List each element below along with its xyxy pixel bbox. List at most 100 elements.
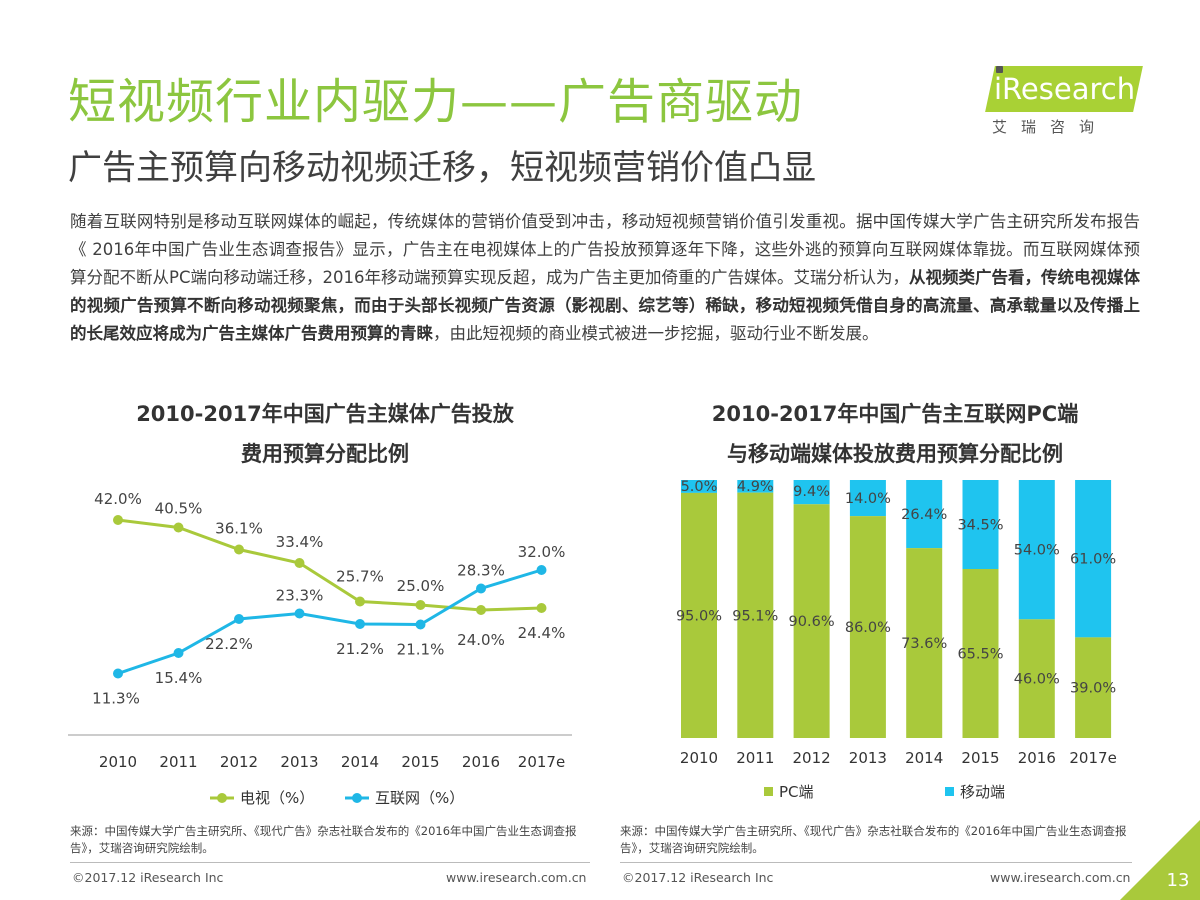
bar-label-mobile-2015: 34.5% (957, 518, 1003, 534)
page-corner-shape (1120, 820, 1200, 900)
logo-chinese: 艾瑞咨询 (992, 118, 1109, 136)
line-data-label-s1-2016: 24.0% (457, 631, 505, 649)
paragraph-part-1: 随着互联网特别是移动互联网媒体的崛起，传统媒体的营销价值受到冲击，移动短视频营销… (70, 212, 1140, 287)
bar-pc-2011 (737, 492, 774, 738)
line-point-s1-2017e (536, 603, 547, 613)
x-tick-label-2016: 2016 (462, 753, 500, 771)
line-data-label-s2-2014: 21.2% (336, 640, 384, 658)
line-series-2 (117, 568, 542, 675)
source-note-left: 来源：中国传媒大学广告主研究所、《现代广告》杂志社联合发布的《2016年中国广告… (70, 824, 577, 855)
bar-mobile-2017e (1075, 480, 1112, 638)
bar-legend-label-1: PC端 (779, 783, 814, 801)
source-note-right: 来源：中国传媒大学广告主研究所、《现代广告》杂志社联合发布的《2016年中国广告… (620, 824, 1127, 855)
x-tick-label-2015: 2015 (401, 753, 439, 771)
line-data-label-s2-2010: 11.3% (92, 690, 140, 708)
bar-legend-swatch-1 (764, 787, 773, 796)
legend-label-1: 电视（%） (240, 789, 314, 807)
bar-tick-label-2015: 2015 (961, 749, 999, 767)
bar-chart: 95.0% 5.0% 2010 95.1% 4.9% 2011 90.6% 9.4% 2012 8… (676, 479, 1117, 801)
line-point-s2-2017e (536, 565, 547, 575)
line-point-s1-2013 (294, 558, 305, 568)
bar-label-mobile-2011: 4.9% (737, 479, 774, 495)
bar-chart-title-line-1: 2010-2017年中国广告主互联网PC端 (711, 402, 1079, 426)
line-data-label-s1-2010: 42.0% (94, 490, 142, 508)
bar-mobile-2016 (1018, 480, 1055, 620)
bar-pc-2013 (849, 516, 886, 738)
legend-marker-1 (217, 793, 227, 803)
legend-label-2: 互联网（%） (375, 789, 464, 807)
bar-mobile-2010 (681, 480, 717, 493)
bar-mobile-2011 (737, 480, 774, 493)
paragraph-part-2: ，由此短视频的商业模式被进一步挖掘，驱动行业不断发展。 (433, 324, 879, 343)
bar-label-pc-2014: 73.6% (901, 636, 947, 652)
bar-legend-label-2: 移动端 (960, 783, 1005, 801)
line-point-s1-2014 (355, 596, 365, 607)
bar-tick-label-2016: 2016 (1018, 749, 1056, 767)
intro-paragraph: 随着互联网特别是移动互联网媒体的崛起，传统媒体的营销价值受到冲击，移动短视频营销… (70, 208, 1140, 348)
page-subtitle: 广告主预算向移动视频迁移，短视频营销价值凸显 (68, 148, 816, 188)
x-tick-label-2011: 2011 (159, 753, 197, 771)
x-tick-label-2017e: 2017e (518, 753, 565, 771)
line-data-label-s1-2011: 40.5% (155, 500, 203, 518)
logo-dot-icon (996, 66, 1003, 73)
logo-brand: iResearch (994, 72, 1136, 106)
bar-label-mobile-2012: 9.4% (793, 484, 830, 500)
line-chart-title-line-2: 费用预算分配比例 (241, 442, 409, 466)
footer-url-left[interactable]: www.iresearch.com.cn (446, 870, 587, 885)
line-data-label-s1-2013: 33.4% (276, 533, 324, 551)
bar-label-mobile-2017e: 61.0% (1070, 552, 1116, 568)
line-point-s1-2010 (113, 515, 123, 525)
x-tick-label-2013: 2013 (280, 753, 318, 771)
x-tick-label-2010: 2010 (99, 753, 137, 771)
line-data-label-s1-2012: 36.1% (215, 520, 263, 538)
bar-label-pc-2010: 95.0% (676, 608, 722, 624)
bar-legend-swatch-2 (945, 787, 954, 796)
x-tick-label-2012: 2012 (220, 753, 258, 771)
bar-chart-title: 2010-2017年中国广告主互联网PC端 与移动端媒体投放费用预算分配比例 (640, 394, 1150, 474)
footer-divider-right (620, 862, 1132, 863)
bar-mobile-2012 (793, 480, 830, 505)
footer-url-right[interactable]: www.iresearch.com.cn (990, 870, 1131, 885)
bar-label-pc-2017e: 39.0% (1070, 681, 1116, 697)
line-point-s1-2015 (415, 600, 426, 610)
bar-pc-2012 (793, 504, 830, 738)
bar-mobile-2015 (962, 480, 999, 570)
iresearch-logo: iResearch 艾瑞咨询 (985, 60, 1146, 140)
bar-label-pc-2013: 86.0% (845, 620, 891, 636)
line-series-1 (117, 518, 542, 612)
bar-tick-label-2010: 2010 (680, 749, 718, 767)
bar-tick-label-2013: 2013 (849, 749, 887, 767)
line-chart-title: 2010-2017年中国广告主媒体广告投放 费用预算分配比例 (70, 394, 580, 474)
line-point-s2-2013 (294, 608, 305, 619)
line-data-label-s2-2016: 28.3% (457, 562, 505, 580)
bar-label-mobile-2016: 54.0% (1014, 543, 1060, 559)
bar-label-pc-2016: 46.0% (1014, 672, 1060, 688)
bar-pc-2010 (681, 492, 717, 738)
line-data-label-s2-2015: 21.1% (397, 641, 445, 659)
line-data-label-s1-2017e: 24.4% (518, 624, 566, 642)
bar-label-pc-2012: 90.6% (789, 614, 835, 630)
bar-tick-label-2017e: 2017e (1069, 749, 1116, 767)
bar-pc-2015 (962, 569, 999, 738)
page-title: 短视频行业内驱力——广告商驱动 (68, 74, 804, 130)
bar-tick-label-2011: 2011 (736, 749, 774, 767)
line-data-label-s1-2015: 25.0% (397, 577, 445, 595)
line-data-label-s2-2017e: 32.0% (518, 543, 566, 561)
bar-pc-2014 (906, 548, 943, 738)
line-point-s2-2011 (173, 648, 184, 658)
paragraph-highlight: 从视频类广告看，传统电视媒体的视频广告预算不断向移动视频聚焦，而由于头部长视频广… (70, 268, 1141, 343)
bar-label-pc-2015: 65.5% (957, 647, 1003, 663)
bar-tick-label-2014: 2014 (905, 749, 943, 767)
page-number-badge: 13 (1120, 820, 1200, 900)
bar-chart-title-line-2: 与移动端媒体投放费用预算分配比例 (727, 442, 1063, 466)
line-point-s2-2015 (415, 619, 426, 630)
footer-divider-left (70, 862, 590, 863)
line-point-s2-2010 (113, 668, 123, 679)
line-point-s1-2011 (173, 522, 184, 533)
line-point-s2-2012 (234, 614, 244, 624)
line-data-label-s2-2012: 22.2% (205, 635, 253, 653)
line-point-s2-2014 (355, 619, 365, 629)
line-data-label-s1-2014: 25.7% (336, 568, 384, 586)
line-data-label-s2-2013: 23.3% (276, 587, 324, 605)
line-chart: 42.0% 40.5% 36.1% 33.4% 25.7% 25.0% 24.0% 24.4%… (68, 490, 572, 807)
